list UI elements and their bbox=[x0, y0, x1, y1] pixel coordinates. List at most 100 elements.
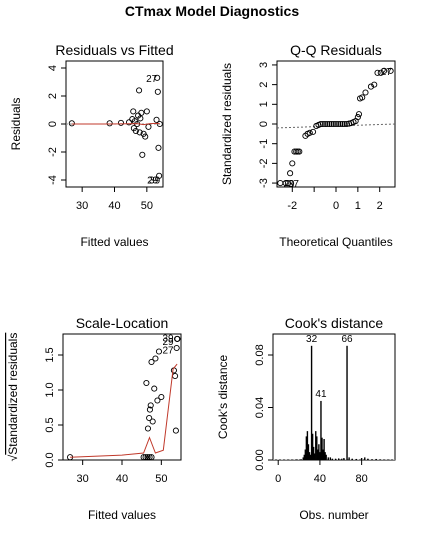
point-label: 41 bbox=[315, 389, 327, 400]
x-tick-label: 50 bbox=[141, 200, 153, 212]
data-point bbox=[287, 170, 294, 177]
y-tick-label: 0.00 bbox=[254, 449, 266, 470]
data-point bbox=[155, 348, 163, 355]
y-tick-label: 0 bbox=[47, 121, 59, 127]
data-point bbox=[310, 128, 317, 135]
cook-panel: Cook's distance 0 40 80 0.00 0.04 0.08 Obs. num… bbox=[216, 315, 396, 522]
qq-panel: Q-Q Residuals -2 0 1 2 -3 -2 -1 0 1 2 3 Theoretical … bbox=[220, 42, 396, 249]
point-label: 27 bbox=[381, 67, 393, 78]
data-point bbox=[146, 454, 153, 460]
data-point bbox=[284, 180, 291, 187]
y-axis-title: Standardized residuals bbox=[220, 63, 234, 185]
data-point bbox=[371, 81, 378, 88]
data-point bbox=[306, 129, 313, 136]
data-layer bbox=[66, 74, 163, 179]
data-point bbox=[324, 120, 331, 128]
chart-title: Residuals vs Fitted bbox=[55, 42, 173, 58]
point-label: 39 bbox=[162, 334, 174, 345]
y-tick-label: 1.5 bbox=[44, 347, 56, 362]
data-point bbox=[148, 454, 155, 460]
data-point bbox=[146, 406, 153, 413]
data-point bbox=[174, 335, 181, 342]
y-axis-title: Cook's distance bbox=[216, 355, 230, 440]
data-point bbox=[355, 111, 362, 118]
x-tick-label: 40 bbox=[314, 473, 326, 485]
point-label: 29 bbox=[147, 175, 159, 186]
data-point bbox=[138, 109, 145, 116]
data-point bbox=[137, 115, 144, 122]
data-point bbox=[132, 127, 139, 135]
data-point bbox=[136, 87, 143, 94]
data-point bbox=[156, 172, 163, 179]
data-point bbox=[317, 120, 324, 128]
y-tick-label: 0.5 bbox=[44, 417, 56, 432]
data-point bbox=[367, 83, 375, 90]
data-point bbox=[144, 425, 152, 432]
data-point bbox=[377, 69, 384, 76]
smooth-line bbox=[71, 122, 160, 126]
data-point bbox=[341, 120, 348, 128]
data-point bbox=[154, 74, 161, 81]
x-tick-label: 80 bbox=[356, 473, 368, 485]
data-point bbox=[145, 123, 152, 130]
data-point bbox=[354, 114, 361, 121]
x-tick-label: 0 bbox=[275, 473, 281, 485]
data-point bbox=[136, 129, 143, 136]
x-tick-label: 0 bbox=[333, 200, 339, 212]
data-point bbox=[151, 385, 158, 392]
data-point bbox=[142, 133, 149, 140]
y-axis-title: √Standardized residuals bbox=[6, 333, 20, 462]
point-label: 37 bbox=[288, 179, 300, 190]
data-layer bbox=[67, 335, 181, 460]
data-point bbox=[339, 120, 346, 128]
y-tick-label: 0 bbox=[258, 121, 270, 127]
y-tick-label: 1.0 bbox=[44, 382, 56, 397]
y-axis-title-prefix: √ bbox=[6, 454, 20, 461]
data-point bbox=[143, 379, 150, 387]
y-tick-label: 0.04 bbox=[254, 397, 266, 418]
data-point bbox=[158, 393, 165, 401]
x-axis-title: Fitted values bbox=[80, 235, 148, 249]
data-point bbox=[328, 120, 335, 128]
point-label: 66 bbox=[341, 334, 353, 345]
sl-panel: Scale-Location 30 40 50 0.0 0.5 1.0 1.5 Fitted v… bbox=[6, 315, 182, 522]
data-point bbox=[362, 89, 369, 96]
data-point bbox=[289, 160, 296, 167]
data-point bbox=[337, 120, 344, 128]
data-layer bbox=[273, 345, 395, 460]
data-point bbox=[173, 344, 180, 352]
point-label: 27 bbox=[146, 74, 158, 85]
data-point bbox=[155, 144, 162, 151]
x-tick-label: 30 bbox=[76, 200, 88, 212]
point-label: 32 bbox=[306, 334, 318, 345]
data-point bbox=[330, 120, 337, 128]
data-point bbox=[117, 119, 125, 126]
data-point bbox=[106, 120, 113, 127]
data-layer bbox=[277, 67, 395, 187]
data-point bbox=[322, 120, 329, 128]
point-label: 39 bbox=[149, 175, 161, 186]
data-point bbox=[148, 358, 155, 366]
data-point bbox=[172, 372, 179, 380]
data-point bbox=[381, 67, 388, 74]
data-point bbox=[343, 120, 350, 128]
data-point bbox=[332, 120, 340, 128]
data-point bbox=[154, 88, 161, 95]
data-point bbox=[387, 67, 394, 74]
data-point bbox=[144, 454, 151, 460]
data-point bbox=[139, 151, 146, 158]
y-tick-label: -2 bbox=[47, 147, 59, 157]
point-label: 27 bbox=[162, 345, 174, 356]
x-axis-title: Obs. number bbox=[299, 508, 368, 522]
data-point bbox=[153, 116, 160, 123]
y-tick-label: 4 bbox=[47, 65, 59, 71]
x-axis-title: Theoretical Quantiles bbox=[279, 235, 392, 249]
chart-title: Scale-Location bbox=[76, 315, 169, 331]
x-tick-label: 1 bbox=[355, 200, 361, 212]
data-point bbox=[277, 180, 284, 187]
data-point bbox=[359, 94, 366, 101]
data-point bbox=[335, 120, 342, 128]
